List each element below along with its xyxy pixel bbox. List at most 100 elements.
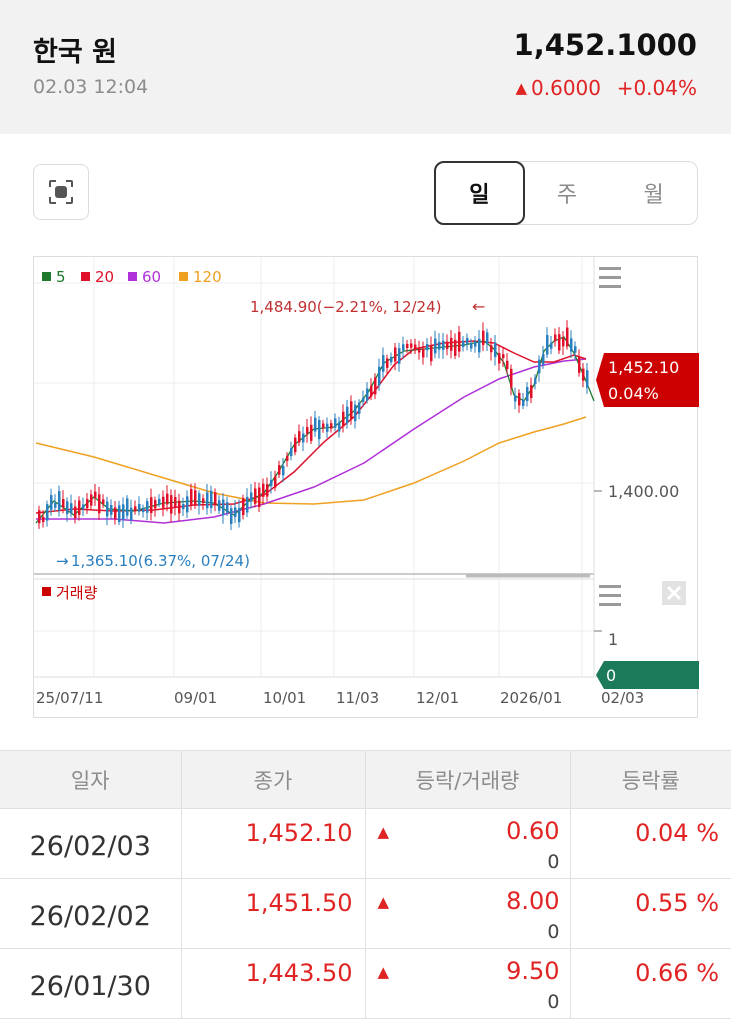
volume-close-icon[interactable] [662,581,686,605]
row-volume: 0 [547,851,560,873]
candle-body [130,507,133,521]
candle-body [110,505,113,515]
candle-body [414,344,417,351]
candle-body [114,507,117,519]
candle-body [326,423,329,432]
candle-body [302,433,305,443]
candle-body [66,501,69,515]
candle-body [278,465,281,475]
row-change-cell: ▲ 0.60 0 [365,808,571,879]
candle-body [274,476,277,488]
up-triangle-icon: ▲ [377,963,390,981]
candle-body [58,491,61,511]
candle-body [150,497,153,514]
y-tick-label: 1,400.00 [608,482,679,501]
chart-canvas: 5 20 60 120 1,484.90(−2.21%, 12/24) ← → … [34,257,699,707]
candle-body [270,479,273,487]
candle-body [558,334,561,351]
tab-weekly[interactable]: 주 [556,183,578,208]
candle-body [554,334,557,342]
volume-current-tag [596,661,699,689]
daily-price-table: 일자 종가 등락/거래량 등락률 26/02/03 1,452.10 ▲ 0.6… [0,750,731,1019]
candle-body [258,487,261,507]
candle-body [398,348,401,364]
capture-icon [49,180,73,204]
high-annotation: 1,484.90(−2.21%, 12/24) [250,298,441,316]
candle-body [246,496,249,513]
candle-body [182,503,185,510]
currency-name: 한국 원 [33,37,117,68]
up-triangle-icon: ▲ [377,893,390,911]
candle-body [126,498,129,516]
candle-body [322,423,325,428]
candle-body [294,437,297,453]
candlestick-group [38,320,589,531]
candle-body [454,339,457,356]
candle-body [530,385,533,398]
candle-body [474,341,477,347]
up-triangle-icon: ▲ [515,79,528,97]
candle-body [406,343,409,349]
current-price-tag-percent: 0.04% [608,384,659,403]
volume-menu-icon[interactable] [599,585,621,606]
candle-body [46,504,49,521]
quote-time: 02.03 12:04 [33,76,149,98]
candle-body [198,493,201,506]
candle-body [522,399,525,407]
candle-body [350,401,353,420]
row-close: 1,452.10 [181,808,366,879]
candle-body [214,492,217,506]
quote-header: 한국 원 02.03 12:04 1,452.1000 ▲ 0.6000 +0.… [0,0,731,134]
candle-body [570,338,573,352]
candle-body [218,500,221,511]
candle-body [502,354,505,359]
tab-daily[interactable]: 일 [434,161,525,225]
current-price-tag [596,353,699,407]
candle-body [118,505,121,523]
candle-body [362,397,365,402]
screenshot-button[interactable] [33,164,89,220]
candle-body [394,347,397,362]
candle-body [534,378,537,385]
candle-body [566,327,569,347]
col-header-close: 종가 [181,750,366,809]
ma-legend: 5 20 60 120 [42,268,222,286]
menu-icon[interactable] [599,267,621,288]
candle-body [330,423,333,429]
candle-body [514,395,517,402]
candle-body [338,422,341,432]
up-triangle-icon: ▲ [377,823,390,841]
row-date: 26/02/03 [0,808,182,879]
candle-body [146,501,149,513]
legend-ma60: 60 [142,268,161,286]
candle-body [518,392,521,406]
candle-body [346,406,349,424]
row-change: 9.50 [506,957,560,985]
candle-body [482,330,485,345]
candle-body [250,492,253,502]
row-date: 26/02/02 [0,878,182,949]
candle-body [166,493,169,505]
candle-body [90,494,93,506]
candle-body [142,508,145,513]
candle-body [190,489,193,505]
price-chart[interactable]: 5 20 60 120 1,484.90(−2.21%, 12/24) ← → … [33,256,699,718]
candle-body [122,504,125,520]
candle-body [390,356,393,363]
candle-body [490,345,493,353]
row-close: 1,443.50 [181,948,366,1019]
row-rate: 0.04 % [570,808,731,879]
candle-body [234,507,237,518]
candle-body [506,360,509,370]
row-close: 1,451.50 [181,878,366,949]
row-volume: 0 [547,991,560,1013]
candle-body [266,484,269,497]
candle-body [158,498,161,505]
row-rate: 0.55 % [570,878,731,949]
tab-monthly[interactable]: 월 [643,183,664,208]
candle-body [50,495,53,510]
price-change: ▲ 0.6000 [515,76,601,100]
current-price-tag-value: 1,452.10 [608,358,679,377]
candle-body [370,385,373,397]
candle-body [194,490,197,505]
